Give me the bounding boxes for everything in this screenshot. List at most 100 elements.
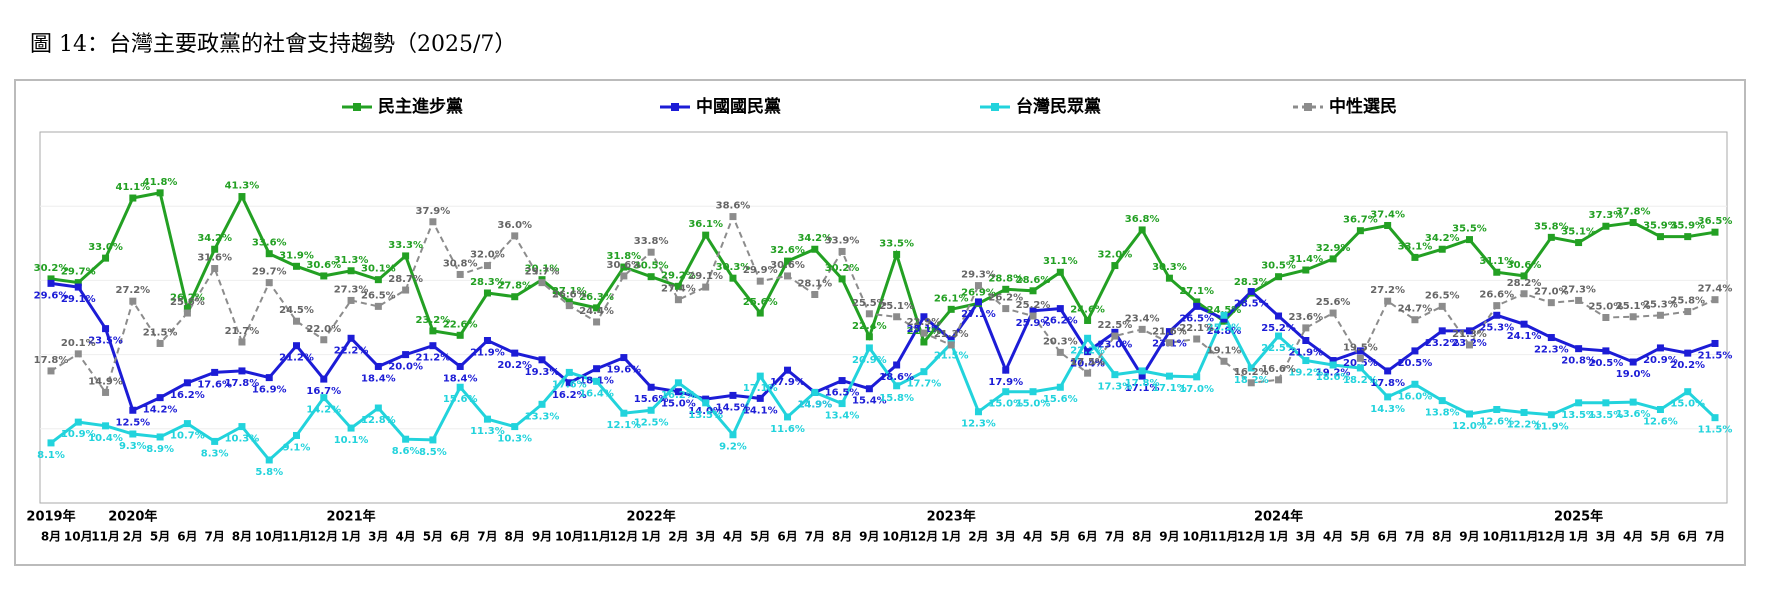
point-marker — [838, 400, 846, 408]
data-label: 14.0% — [688, 406, 723, 417]
data-label: 21.3% — [1452, 329, 1487, 340]
point-marker — [1411, 380, 1419, 388]
point-marker — [1465, 236, 1473, 244]
point-marker — [265, 374, 273, 382]
x-tick-label: 6月 — [1377, 530, 1397, 544]
x-tick-label: 3月 — [1296, 530, 1316, 544]
x-tick-label: 7月 — [477, 530, 497, 544]
data-label: 25.0% — [1589, 302, 1624, 313]
x-tick-label: 7月 — [1705, 530, 1725, 544]
point-marker — [320, 394, 328, 402]
x-tick-label: 10月 — [255, 530, 284, 544]
data-label: 27.2% — [115, 285, 150, 296]
data-label: 26.9% — [961, 287, 996, 298]
data-label: 25.3% — [1643, 299, 1678, 310]
point-marker — [538, 356, 546, 364]
data-label: 16.2% — [661, 390, 696, 401]
point-marker — [102, 254, 110, 262]
point-marker — [1165, 274, 1173, 282]
data-label: 33.8% — [634, 236, 669, 247]
data-label: 30.8% — [443, 258, 478, 269]
x-tick-label: 4月 — [723, 530, 743, 544]
chart-title: 圖 14：台灣主要政黨的社會支持趨勢（2025/7） — [30, 32, 516, 57]
point-marker — [620, 272, 628, 280]
point-marker — [238, 367, 246, 375]
point-marker — [593, 318, 601, 326]
data-label: 24.1% — [1507, 331, 1542, 342]
data-label: 17.0% — [1179, 384, 1214, 395]
point-marker — [47, 367, 55, 375]
x-tick-label: 8月 — [505, 530, 525, 544]
point-marker — [47, 275, 55, 283]
data-label: 18.4% — [443, 373, 478, 384]
point-marker — [74, 279, 82, 287]
x-tick-label: 10月 — [1482, 530, 1511, 544]
data-label: 24.7% — [1398, 304, 1433, 315]
data-label: 19.2% — [1288, 368, 1323, 379]
data-label: 17.8% — [225, 378, 260, 389]
x-tick-label: 8月 — [232, 530, 252, 544]
data-label: 20.5% — [1589, 358, 1624, 369]
data-label: 8.5% — [419, 447, 447, 458]
point-marker — [974, 408, 982, 416]
point-marker — [1247, 379, 1255, 387]
point-marker — [674, 296, 682, 304]
year-label: 2020年 — [108, 509, 157, 525]
x-tick-label: 6月 — [450, 530, 470, 544]
point-marker — [1547, 299, 1555, 307]
point-marker — [156, 394, 164, 402]
point-marker — [1575, 345, 1583, 353]
series-line — [50, 311, 1717, 463]
data-label: 26.5% — [361, 290, 396, 301]
data-label: 20.5% — [1398, 358, 1433, 369]
point-marker — [456, 362, 464, 370]
point-marker — [102, 388, 110, 396]
point-marker — [1220, 357, 1228, 365]
data-label: 34.2% — [797, 233, 832, 244]
point-marker — [1084, 334, 1092, 342]
data-label: 10.1% — [334, 435, 369, 446]
point-marker — [1547, 233, 1555, 241]
point-marker — [429, 436, 437, 444]
point-marker — [1575, 399, 1583, 407]
point-marker — [1356, 347, 1364, 355]
point-marker — [374, 276, 382, 284]
point-marker — [1411, 253, 1419, 261]
x-tick-label: 2月 — [668, 530, 688, 544]
data-label: 33.5% — [879, 238, 914, 249]
data-label: 26.2% — [1043, 316, 1078, 327]
data-label: 22.5% — [1261, 343, 1296, 354]
data-label: 33.3% — [388, 240, 423, 251]
point-marker — [129, 297, 137, 305]
x-tick-label: 4月 — [1323, 530, 1343, 544]
point-marker — [811, 290, 819, 298]
data-label: 28.1% — [797, 278, 832, 289]
point-marker — [674, 282, 682, 290]
point-marker — [1356, 354, 1364, 362]
data-label: 31.3% — [334, 255, 369, 266]
point-marker — [647, 406, 655, 414]
data-label: 20.1% — [61, 338, 96, 349]
x-tick-label: 11月 — [91, 530, 120, 544]
legend-label: 台灣民眾黨 — [1016, 96, 1101, 117]
x-tick-label: 9月 — [1159, 530, 1179, 544]
point-marker — [1684, 308, 1692, 316]
data-label: 29.1% — [688, 271, 723, 282]
x-tick-label: 5月 — [1650, 530, 1670, 544]
x-tick-label: 10月 — [882, 530, 911, 544]
data-label: 24.4% — [579, 306, 614, 317]
point-marker — [156, 189, 164, 197]
data-label: 20.4% — [1070, 359, 1105, 370]
data-label: 26.6% — [1479, 290, 1514, 301]
point-marker — [483, 415, 491, 423]
data-label: 10.3% — [497, 434, 532, 445]
data-label: 10.7% — [170, 431, 205, 442]
x-tick-label: 6月 — [1678, 530, 1698, 544]
point-marker — [1138, 226, 1146, 234]
point-marker — [1684, 388, 1692, 396]
data-label: 31.4% — [1288, 254, 1323, 265]
data-label: 15.6% — [1043, 394, 1078, 405]
x-tick-label: 2月 — [123, 530, 143, 544]
x-tick-label: 9月 — [1459, 530, 1479, 544]
data-label: 35.5% — [1452, 224, 1487, 235]
